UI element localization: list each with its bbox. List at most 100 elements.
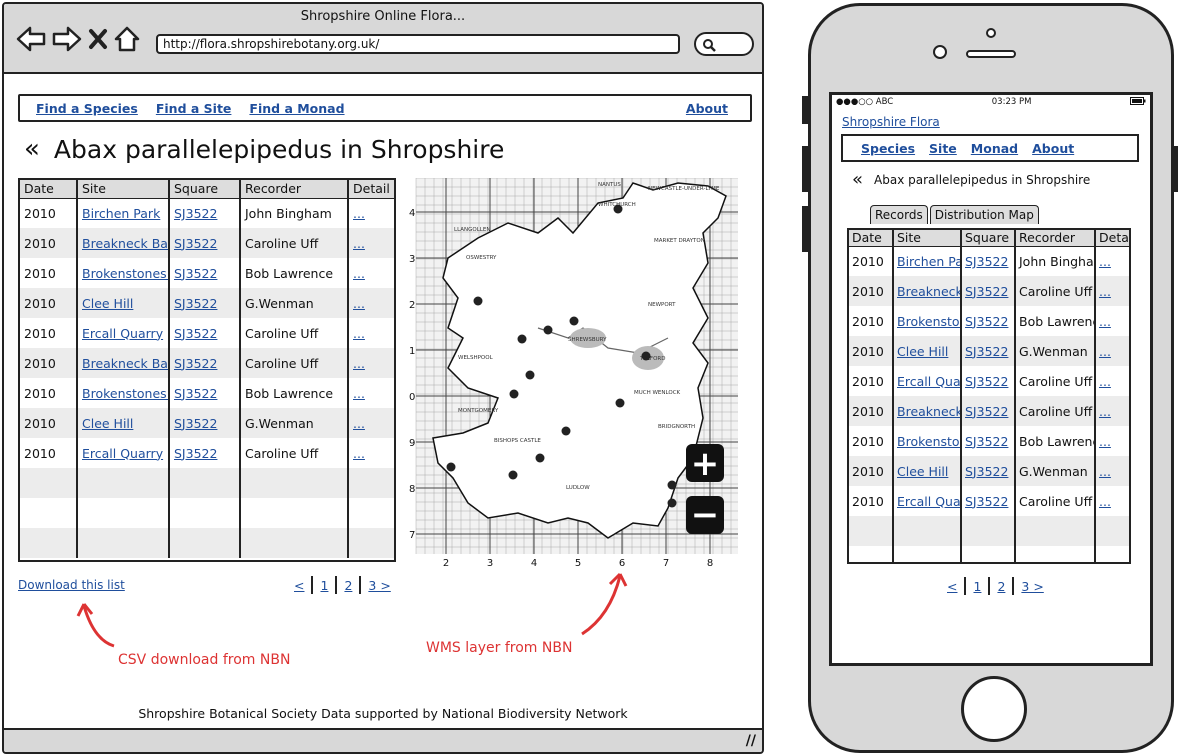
resize-grip-icon[interactable]: // bbox=[745, 733, 756, 749]
phone-detail-link[interactable]: ... bbox=[1099, 343, 1111, 359]
record-dot[interactable] bbox=[641, 351, 651, 361]
pager-page-2[interactable]: 2 bbox=[344, 577, 353, 593]
pager-prev[interactable]: < bbox=[294, 577, 305, 593]
phone-square-link[interactable]: SJ3522 bbox=[965, 253, 1009, 269]
zoom-in-button[interactable]: + bbox=[686, 444, 724, 484]
detail-link[interactable]: ... bbox=[353, 445, 365, 461]
zoom-out-button[interactable]: − bbox=[686, 495, 724, 535]
pager-page-1[interactable]: 1 bbox=[320, 577, 329, 593]
home-icon[interactable] bbox=[114, 26, 140, 52]
distribution-map[interactable]: NANTUSWHITCHURCHNEWCASTLE-UNDER-LYMELLAN… bbox=[408, 178, 738, 574]
square-link[interactable]: SJ3522 bbox=[174, 385, 218, 401]
detail-link[interactable]: ... bbox=[353, 295, 365, 311]
phone-detail-link[interactable]: ... bbox=[1099, 373, 1111, 389]
square-link[interactable]: SJ3522 bbox=[174, 415, 218, 431]
record-dot[interactable] bbox=[561, 426, 571, 436]
phone-detail-link[interactable]: ... bbox=[1099, 463, 1111, 479]
phone-detail-link[interactable]: ... bbox=[1099, 493, 1111, 509]
square-link[interactable]: SJ3522 bbox=[174, 295, 218, 311]
phone-pager-page-2[interactable]: 2 bbox=[997, 578, 1006, 594]
phone-detail-link[interactable]: ... bbox=[1099, 253, 1111, 269]
square-link[interactable]: SJ3522 bbox=[174, 355, 218, 371]
home-button[interactable] bbox=[961, 676, 1027, 742]
site-link[interactable]: Brokenstones Ho bbox=[82, 385, 167, 401]
record-dot[interactable] bbox=[667, 480, 677, 490]
record-dot[interactable] bbox=[446, 462, 456, 472]
menu-about[interactable]: About bbox=[685, 101, 728, 116]
detail-link[interactable]: ... bbox=[353, 385, 365, 401]
square-link[interactable]: SJ3522 bbox=[174, 205, 218, 221]
record-dot[interactable] bbox=[473, 296, 483, 306]
browser-search-box[interactable] bbox=[694, 32, 754, 56]
phone-menu-about[interactable]: About bbox=[1032, 140, 1075, 156]
record-dot[interactable] bbox=[525, 370, 535, 380]
phone-back-chevron-icon[interactable]: « bbox=[852, 169, 863, 190]
phone-site-link[interactable]: Breakneck Bank bbox=[897, 283, 961, 299]
detail-link[interactable]: ... bbox=[353, 415, 365, 431]
menu-find-species[interactable]: Find a Species bbox=[36, 100, 138, 116]
download-list-link[interactable]: Download this list bbox=[18, 578, 125, 592]
phone-site-link[interactable]: Breakneck Bank bbox=[897, 403, 961, 419]
record-dot[interactable] bbox=[508, 470, 518, 480]
phone-detail-link[interactable]: ... bbox=[1099, 433, 1111, 449]
record-dot[interactable] bbox=[517, 334, 527, 344]
tab-records[interactable]: Records bbox=[870, 205, 928, 224]
square-link[interactable]: SJ3522 bbox=[174, 265, 218, 281]
detail-link[interactable]: ... bbox=[353, 265, 365, 281]
detail-link[interactable]: ... bbox=[353, 355, 365, 371]
detail-link[interactable]: ... bbox=[353, 205, 365, 221]
phone-square-link[interactable]: SJ3522 bbox=[965, 433, 1009, 449]
phone-site-link[interactable]: Ercall Quarry bbox=[897, 493, 961, 509]
record-dot[interactable] bbox=[667, 498, 677, 508]
phone-site-link[interactable]: Clee Hill bbox=[897, 463, 949, 479]
detail-link[interactable]: ... bbox=[353, 325, 365, 341]
phone-site-link[interactable]: Clee Hill bbox=[897, 343, 949, 359]
phone-square-link[interactable]: SJ3522 bbox=[965, 463, 1009, 479]
phone-detail-link[interactable]: ... bbox=[1099, 283, 1111, 299]
record-dot[interactable] bbox=[569, 316, 579, 326]
pager-next[interactable]: 3 > bbox=[368, 577, 391, 593]
record-dot[interactable] bbox=[535, 453, 545, 463]
phone-pager-page-1[interactable]: 1 bbox=[973, 578, 982, 594]
phone-pager-next[interactable]: 3 > bbox=[1021, 578, 1044, 594]
site-link[interactable]: Birchen Park bbox=[82, 205, 161, 221]
square-link[interactable]: SJ3522 bbox=[174, 325, 218, 341]
phone-square-link[interactable]: SJ3522 bbox=[965, 343, 1009, 359]
tab-distribution-map[interactable]: Distribution Map bbox=[929, 205, 1039, 224]
phone-site-link[interactable]: Ercall Quarry bbox=[897, 373, 961, 389]
forward-arrow-icon[interactable] bbox=[52, 26, 82, 52]
back-arrow-icon[interactable] bbox=[16, 26, 46, 52]
phone-menu-monad[interactable]: Monad bbox=[970, 140, 1019, 156]
site-link[interactable]: Breakneck Bank bbox=[82, 355, 168, 371]
menu-find-site[interactable]: Find a Site bbox=[155, 100, 232, 116]
phone-site-link[interactable]: Shropshire Flora bbox=[842, 115, 940, 129]
site-link[interactable]: Clee Hill bbox=[82, 415, 134, 431]
record-dot[interactable] bbox=[613, 204, 623, 214]
site-link[interactable]: Ercall Quarry bbox=[82, 445, 164, 461]
square-link[interactable]: SJ3522 bbox=[174, 235, 218, 251]
phone-menu-species[interactable]: Species bbox=[861, 140, 916, 156]
phone-square-link[interactable]: SJ3522 bbox=[965, 283, 1009, 299]
site-link[interactable]: Brokenstones Ho bbox=[82, 265, 167, 281]
site-link[interactable]: Ercall Quarry bbox=[82, 325, 164, 341]
close-icon[interactable] bbox=[88, 28, 108, 50]
phone-detail-link[interactable]: ... bbox=[1099, 313, 1111, 329]
back-chevron-icon[interactable]: « bbox=[24, 134, 40, 164]
phone-menu-site[interactable]: Site bbox=[929, 140, 957, 156]
phone-square-link[interactable]: SJ3522 bbox=[965, 313, 1009, 329]
phone-site-link[interactable]: Brokenstones Ho bbox=[897, 433, 960, 449]
phone-square-link[interactable]: SJ3522 bbox=[965, 403, 1009, 419]
record-dot[interactable] bbox=[509, 389, 519, 399]
phone-detail-link[interactable]: ... bbox=[1099, 403, 1111, 419]
phone-site-link[interactable]: Brokenstones Ho bbox=[897, 313, 960, 329]
square-link[interactable]: SJ3522 bbox=[174, 445, 218, 461]
phone-pager-prev[interactable]: < bbox=[947, 578, 958, 594]
site-link[interactable]: Breakneck Bank bbox=[82, 235, 168, 251]
record-dot[interactable] bbox=[543, 325, 553, 335]
site-link[interactable]: Clee Hill bbox=[82, 295, 134, 311]
address-bar[interactable]: http://flora.shropshirebotany.org.uk/ bbox=[156, 34, 680, 54]
record-dot[interactable] bbox=[615, 398, 625, 408]
phone-square-link[interactable]: SJ3522 bbox=[965, 373, 1009, 389]
phone-site-link[interactable]: Birchen Park bbox=[897, 253, 959, 269]
phone-square-link[interactable]: SJ3522 bbox=[965, 493, 1009, 509]
